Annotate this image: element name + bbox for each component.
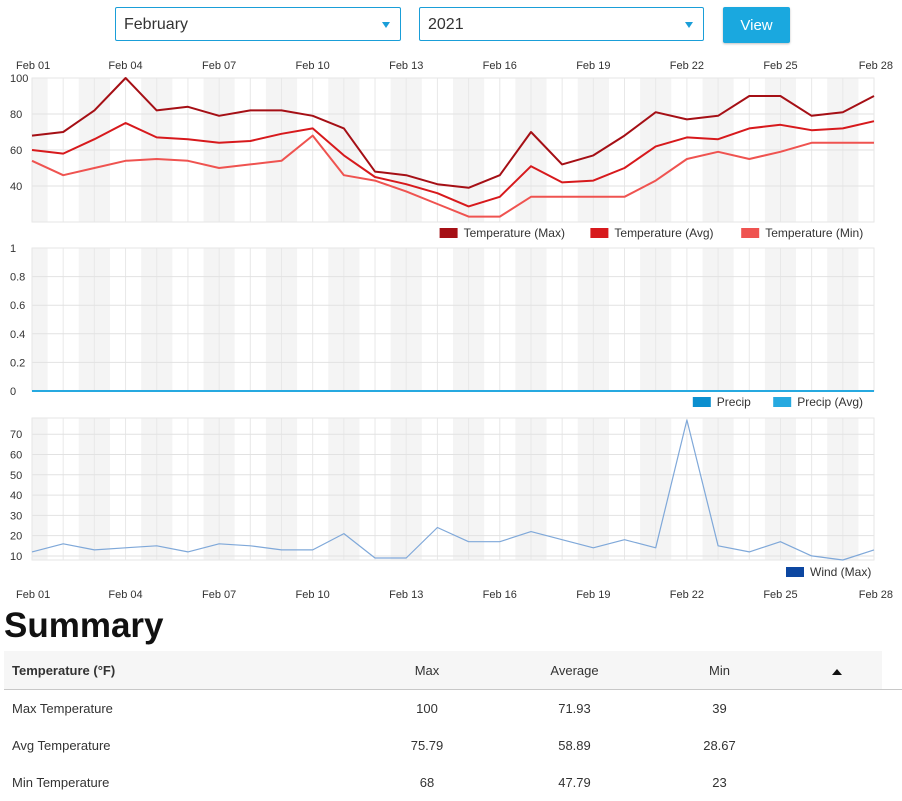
cell-average: 47.79 xyxy=(558,775,591,790)
x-tick-label: Feb 28 xyxy=(859,60,893,72)
sort-column[interactable] xyxy=(792,651,882,690)
legend-label: Temperature (Max) xyxy=(464,226,565,240)
legend-label: Precip (Avg) xyxy=(797,395,863,409)
x-tick-label: Feb 19 xyxy=(576,60,610,72)
y-tick-label: 0 xyxy=(10,386,16,398)
legend-swatch xyxy=(439,228,458,238)
column-header-temperature[interactable]: Temperature (°F) xyxy=(4,651,352,690)
cell-min: 23 xyxy=(712,775,727,790)
y-tick-label: 0.6 xyxy=(10,300,25,312)
x-tick-label: Feb 07 xyxy=(202,60,236,72)
y-tick-label: 60 xyxy=(10,450,22,462)
row-label: Avg Temperature xyxy=(12,738,111,753)
column-header-average[interactable]: Average xyxy=(502,651,647,690)
year-select[interactable]: 2021 xyxy=(419,7,704,41)
series-line xyxy=(31,419,875,561)
view-button[interactable]: View xyxy=(723,7,790,43)
y-tick-label: 10 xyxy=(10,551,22,563)
legend-label: Precip xyxy=(717,395,751,409)
x-tick-label: Feb 25 xyxy=(763,589,797,601)
legend-label: Temperature (Avg) xyxy=(614,226,713,240)
y-tick-label: 1 xyxy=(10,243,16,255)
x-tick-label: Feb 13 xyxy=(389,589,423,601)
legend-swatch xyxy=(590,228,609,238)
x-tick-label: Feb 01 xyxy=(16,589,50,601)
x-tick-label: Feb 16 xyxy=(483,589,517,601)
day-stripe xyxy=(32,248,48,391)
y-tick-label: 100 xyxy=(10,73,28,85)
series-line xyxy=(31,134,874,218)
x-tick-label: Feb 16 xyxy=(483,60,517,72)
row-label: Max Temperature xyxy=(12,701,113,716)
cell-average: 58.89 xyxy=(558,738,591,753)
x-tick-label: Feb 04 xyxy=(108,60,142,72)
x-tick-label: Feb 25 xyxy=(763,60,797,72)
cell-max: 75.79 xyxy=(410,738,444,753)
y-tick-label: 30 xyxy=(10,510,22,522)
row-label: Min Temperature xyxy=(12,775,110,790)
legend-swatch xyxy=(692,397,711,407)
chevron-down-icon xyxy=(685,22,693,28)
legend-swatch xyxy=(773,397,792,407)
x-tick-label: Feb 01 xyxy=(16,60,50,72)
month-select[interactable]: February xyxy=(115,7,401,41)
series-line xyxy=(31,120,875,208)
y-tick-label: 70 xyxy=(10,429,22,441)
y-tick-label: 40 xyxy=(10,490,22,502)
summary-table: Temperature (°F) Max Average Min Max Tem… xyxy=(4,651,902,801)
sort-ascending-icon xyxy=(832,668,842,675)
legend-swatch xyxy=(786,567,804,577)
series-line xyxy=(31,77,875,189)
y-tick-label: 80 xyxy=(10,109,22,121)
month-select-value: February xyxy=(124,16,189,33)
cell-min: 28.67 xyxy=(703,738,736,753)
table-row: Avg Temperature 75.79 58.89 28.67 xyxy=(4,727,902,764)
header-spacer xyxy=(882,651,902,690)
x-tick-label: Feb 19 xyxy=(576,589,610,601)
x-tick-label: Feb 07 xyxy=(202,589,236,601)
year-select-value: 2021 xyxy=(428,16,464,33)
x-tick-label: Feb 22 xyxy=(670,60,704,72)
x-tick-label: Feb 10 xyxy=(296,589,330,601)
column-header-max[interactable]: Max xyxy=(352,651,502,690)
cell-max: 100 xyxy=(416,701,438,716)
cell-max: 68 xyxy=(419,775,435,790)
table-row: Min Temperature 68 47.79 23 xyxy=(4,764,902,801)
x-tick-label: Feb 10 xyxy=(296,60,330,72)
day-stripe xyxy=(32,418,48,560)
y-tick-label: 60 xyxy=(10,145,22,157)
x-tick-label: Feb 28 xyxy=(859,589,893,601)
y-tick-label: 0.2 xyxy=(10,357,25,369)
legend-label: Temperature (Min) xyxy=(765,226,863,240)
table-row: Max Temperature 100 71.93 39 xyxy=(4,690,902,728)
legend-label: Wind (Max) xyxy=(810,565,871,579)
cell-average: 71.93 xyxy=(558,701,591,716)
y-tick-label: 0.8 xyxy=(10,272,25,284)
summary-title: Summary xyxy=(4,606,164,645)
chevron-down-icon xyxy=(382,22,390,28)
y-tick-label: 20 xyxy=(10,531,22,543)
column-header-min[interactable]: Min xyxy=(647,651,792,690)
y-tick-label: 0.4 xyxy=(10,329,25,341)
x-tick-label: Feb 22 xyxy=(670,589,704,601)
y-tick-label: 40 xyxy=(10,181,22,193)
y-tick-label: 50 xyxy=(10,470,22,482)
x-tick-label: Feb 04 xyxy=(108,589,142,601)
summary-header-row: Temperature (°F) Max Average Min xyxy=(4,651,902,690)
cell-min: 39 xyxy=(712,701,727,716)
x-tick-label: Feb 13 xyxy=(389,60,423,72)
legend-swatch xyxy=(741,228,760,238)
plot-frame xyxy=(31,417,875,561)
